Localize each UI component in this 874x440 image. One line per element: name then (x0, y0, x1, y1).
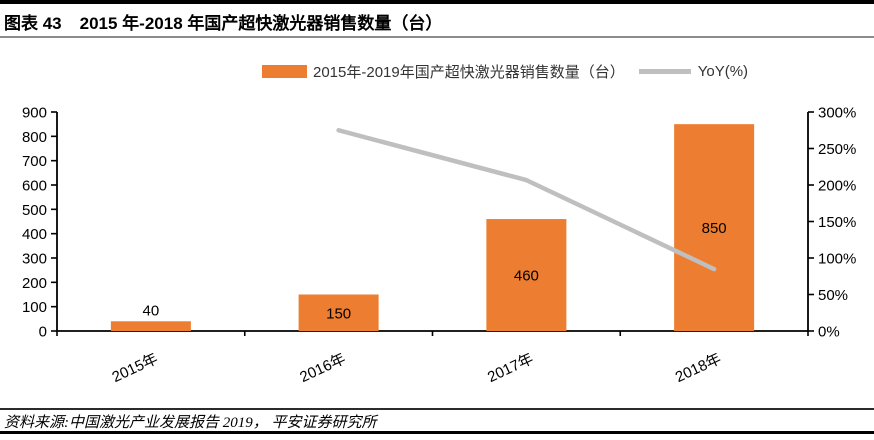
bar-value-label: 40 (143, 302, 160, 319)
bar (298, 294, 379, 331)
footer-divider-rule (0, 408, 874, 410)
left-axis-tick-label: 600 (22, 178, 47, 195)
left-axis-tick-label: 200 (22, 275, 47, 292)
left-axis-tick-label: 800 (22, 129, 47, 146)
bar (674, 124, 755, 332)
left-axis-tick-label: 100 (22, 299, 47, 316)
x-axis-label: 2018年 (673, 350, 724, 386)
left-axis-tick-label: 500 (22, 202, 47, 219)
bar-value-label: 460 (514, 268, 539, 285)
right-axis-tick-label: 250% (818, 141, 856, 158)
left-axis-tick-label: 300 (22, 251, 47, 268)
legend-line-label: YoY(%) (697, 63, 749, 80)
combo-chart-plot: 0 100 200 300 400 500 600 700 800 900 0% 50% 100% 150… (22, 105, 856, 387)
right-axis-tick-label: 150% (818, 214, 856, 231)
top-border-rule (0, 0, 874, 4)
yoy-line (336, 128, 717, 272)
right-axis-tick-label: 100% (818, 251, 856, 268)
right-axis-tick-label: 200% (818, 178, 856, 195)
bar-value-label: 150 (326, 305, 351, 322)
left-axis-tick-label: 900 (22, 105, 47, 122)
right-axis-tick-label: 0% (818, 324, 840, 341)
bar-value-label: 850 (702, 220, 727, 237)
bottom-border-rule (0, 431, 874, 434)
title-divider-rule (0, 36, 874, 38)
figure-title-text: 2015 年-2018 年国产超快激光器销售数量（台） (79, 14, 443, 33)
legend-bar-swatch (262, 65, 307, 78)
chart-legend: 2015年-2019年国产超快激光器销售数量（台） YoY(%) (262, 61, 748, 82)
legend-bar-label: 2015年-2019年国产超快激光器销售数量（台） (313, 64, 625, 81)
bar (110, 321, 191, 331)
x-axis-label: 2016年 (297, 350, 348, 386)
bar (486, 219, 567, 331)
x-axis-label: 2017年 (485, 350, 536, 386)
right-axis-tick-label: 50% (818, 287, 848, 304)
left-axis-tick-label: 400 (22, 226, 47, 243)
right-axis-tick-label: 300% (818, 105, 856, 122)
source-note: 资料来源:中国激光产业发展报告 2019， 平安证券研究所 (4, 415, 377, 431)
figure-title: 图表 43 2015 年-2018 年国产超快激光器销售数量（台） (4, 9, 864, 34)
x-axis-label: 2015年 (110, 350, 161, 386)
left-axis-tick-label: 0 (39, 324, 47, 341)
legend-line-swatch (638, 69, 691, 74)
figure-number-label: 图表 43 (4, 14, 62, 33)
left-axis-tick-label: 700 (22, 153, 47, 170)
